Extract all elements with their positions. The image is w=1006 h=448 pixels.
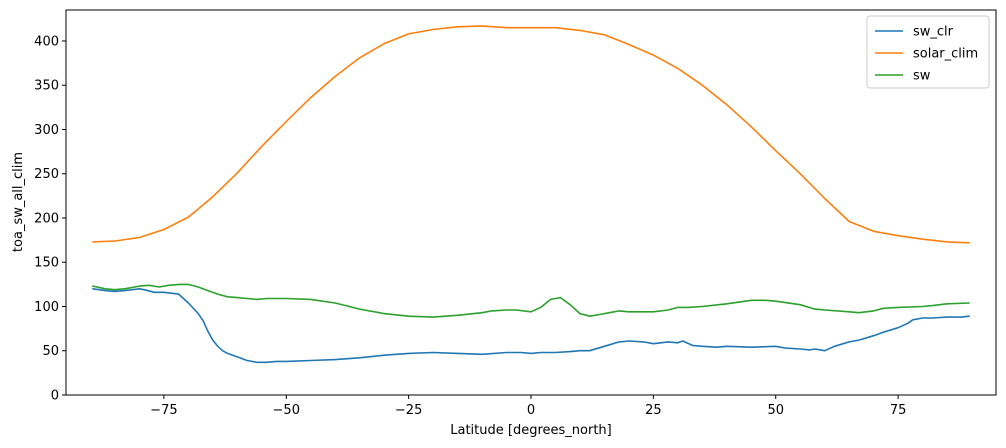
x-tick-label: −50 [273,403,300,418]
series-line-sw [92,283,970,318]
y-tick-label: 350 [34,79,59,94]
y-tick-label: 250 [34,167,59,182]
y-tick-label: 50 [42,344,59,359]
series-line-sw_clr [92,287,970,364]
x-tick-label: −75 [150,403,177,418]
x-tick-label: 50 [767,403,784,418]
series-lines [92,25,970,364]
x-tick-label: 0 [527,403,535,418]
legend-label-sw: sw [913,69,931,84]
y-axis-label: toa_sw_all_clim [11,152,26,252]
legend-label-solar_clim: solar_clim [913,47,978,62]
x-tick-label: −25 [395,403,422,418]
y-tick-label: 200 [34,211,59,226]
legend-box [866,15,990,89]
x-tick-label: 25 [645,403,662,418]
series-line-solar_clim [92,25,970,244]
y-tick-label: 0 [51,389,59,404]
x-axis: −75 −50 −25 0 25 50 75 [150,395,906,418]
y-tick-label: 150 [34,256,59,271]
y-axis: 0 50 100 150 200 250 300 350 400 [34,34,66,404]
y-tick-label: 100 [34,300,59,315]
y-tick-label: 400 [34,34,59,49]
x-axis-label: Latitude [degrees_north] [450,423,611,438]
legend-label-sw_clr: sw_clr [913,25,954,40]
y-tick-label: 300 [34,123,59,138]
x-tick-label: 75 [890,403,907,418]
